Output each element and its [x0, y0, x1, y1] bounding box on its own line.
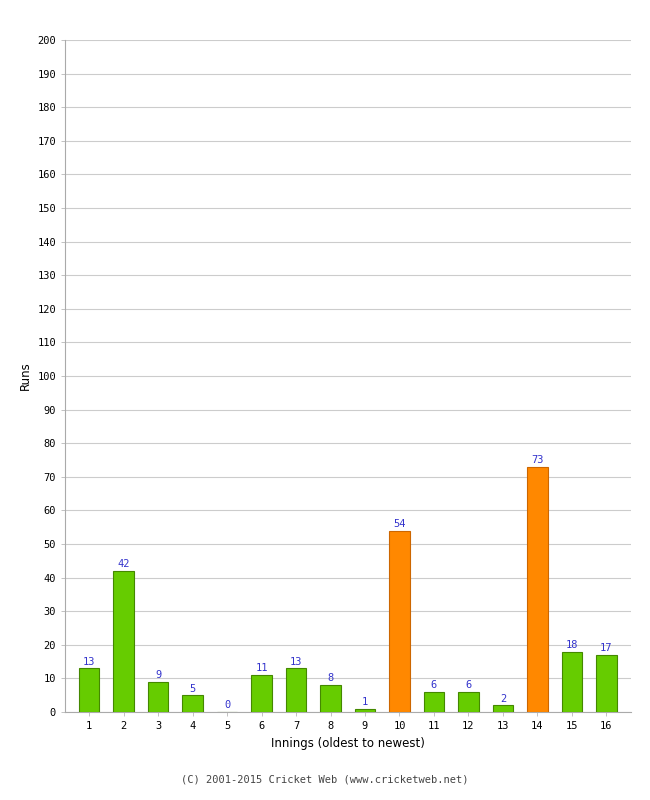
Bar [424, 692, 445, 712]
Text: 9: 9 [155, 670, 161, 680]
Text: 0: 0 [224, 700, 230, 710]
Bar [527, 466, 548, 712]
Text: 13: 13 [290, 657, 302, 666]
Bar [493, 706, 514, 712]
Bar [389, 530, 410, 712]
Text: (C) 2001-2015 Cricket Web (www.cricketweb.net): (C) 2001-2015 Cricket Web (www.cricketwe… [181, 774, 469, 784]
Y-axis label: Runs: Runs [19, 362, 32, 390]
Text: 5: 5 [189, 683, 196, 694]
Text: 18: 18 [566, 640, 578, 650]
Text: 11: 11 [255, 663, 268, 674]
X-axis label: Innings (oldest to newest): Innings (oldest to newest) [271, 737, 424, 750]
Bar [79, 668, 99, 712]
Bar [596, 655, 617, 712]
Text: 13: 13 [83, 657, 96, 666]
Text: 2: 2 [500, 694, 506, 704]
Bar [355, 709, 375, 712]
Bar [320, 685, 341, 712]
Text: 73: 73 [531, 455, 543, 465]
Bar [113, 571, 134, 712]
Text: 17: 17 [600, 643, 612, 653]
Bar [251, 675, 272, 712]
Text: 54: 54 [393, 519, 406, 529]
Bar [182, 695, 203, 712]
Text: 1: 1 [362, 697, 368, 707]
Text: 6: 6 [465, 680, 471, 690]
Text: 42: 42 [118, 559, 130, 570]
Text: 8: 8 [328, 674, 333, 683]
Bar [562, 651, 582, 712]
Bar [458, 692, 479, 712]
Bar [286, 668, 306, 712]
Bar [148, 682, 168, 712]
Text: 6: 6 [431, 680, 437, 690]
